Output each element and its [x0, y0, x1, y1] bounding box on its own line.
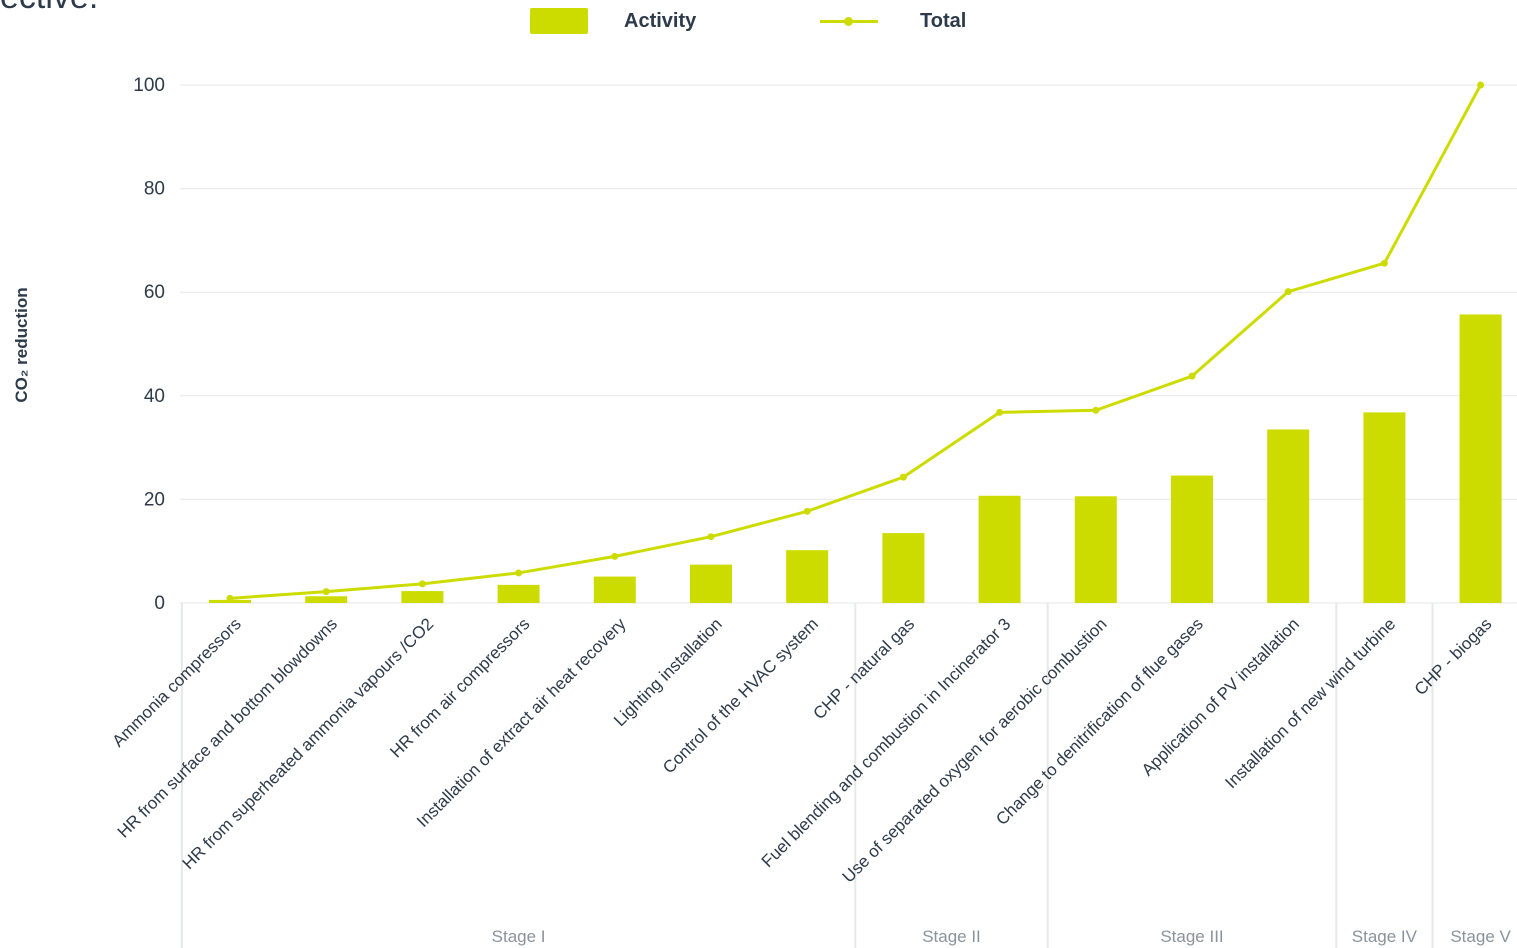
legend-bar-swatch: [530, 8, 588, 34]
activity-bar: [401, 591, 444, 603]
total-point: [1380, 259, 1388, 267]
activity-bar: [593, 576, 636, 603]
y-tick-label: 0: [154, 593, 165, 614]
y-tick-label: 80: [144, 179, 165, 200]
stage-label: Stage IV: [1352, 927, 1418, 946]
x-tick-label: Installation of extract air heat recover…: [413, 614, 630, 831]
total-point: [996, 408, 1004, 416]
activity-bar: [1074, 496, 1117, 603]
total-point: [515, 569, 523, 577]
total-point: [1284, 288, 1292, 296]
total-point: [226, 594, 234, 602]
stage-label: Stage II: [922, 927, 981, 946]
total-series-line: [229, 84, 1482, 600]
legend-item-activity: Activity: [530, 8, 696, 34]
y-tick-label: 40: [144, 386, 165, 407]
x-tick-label: CHP - natural gas: [809, 614, 918, 723]
grid-lines: [180, 84, 1517, 604]
total-point: [418, 580, 426, 588]
stage-label: Stage V: [1450, 927, 1511, 946]
legend-label-total: Total: [920, 9, 967, 32]
activity-bar: [1459, 314, 1502, 603]
legend-label-activity: Activity: [624, 9, 697, 32]
cropped-caption-text: ective.: [0, 0, 98, 17]
legend-line-swatch: [820, 8, 878, 34]
activity-bar: [1267, 429, 1310, 603]
x-tick-label: CHP - biogas: [1411, 614, 1496, 699]
total-point: [611, 552, 619, 560]
x-tick-label: Control of the HVAC system: [659, 614, 822, 777]
total-point: [803, 507, 811, 515]
legend-item-total: Total: [820, 8, 966, 34]
x-tick-label: HR from surface and bottom blowdowns: [114, 614, 341, 841]
y-tick-label: 60: [144, 282, 165, 303]
x-tick-label: Application of PV installation: [1138, 614, 1303, 779]
activity-bars: [209, 314, 1502, 603]
activity-bar: [882, 533, 925, 603]
total-point: [322, 588, 330, 596]
stage-dividers: [180, 603, 1434, 948]
activity-bar: [497, 584, 540, 603]
x-tick-label: Lighting installation: [610, 614, 726, 730]
x-tick-label: Installation of new wind turbine: [1221, 614, 1399, 792]
total-point: [1188, 372, 1196, 380]
activity-bar: [1363, 412, 1406, 603]
total-point: [1092, 406, 1100, 414]
activity-bar: [1171, 475, 1213, 603]
total-point: [707, 533, 715, 541]
activity-bar: [305, 596, 348, 603]
x-tick-label: Change to denitrification of flue gases: [992, 614, 1207, 829]
total-line: [226, 81, 1485, 602]
y-tick-label: 20: [144, 489, 165, 510]
stage-label: Stage III: [1160, 927, 1223, 946]
stage-label: Stage I: [492, 927, 546, 946]
total-point: [899, 473, 907, 481]
activity-bar: [978, 495, 1021, 603]
activity-bar: [786, 550, 829, 603]
stage-labels: Stage I Stage II Stage III Stage IV Stage V: [492, 927, 1512, 946]
total-point: [1477, 81, 1485, 89]
y-tick-label: 100: [133, 75, 165, 96]
chart-legend: Activity Total: [0, 0, 1517, 44]
activity-bar: [690, 564, 732, 603]
y-axis-ticks: 0 20 40 60 80 100: [133, 75, 165, 614]
